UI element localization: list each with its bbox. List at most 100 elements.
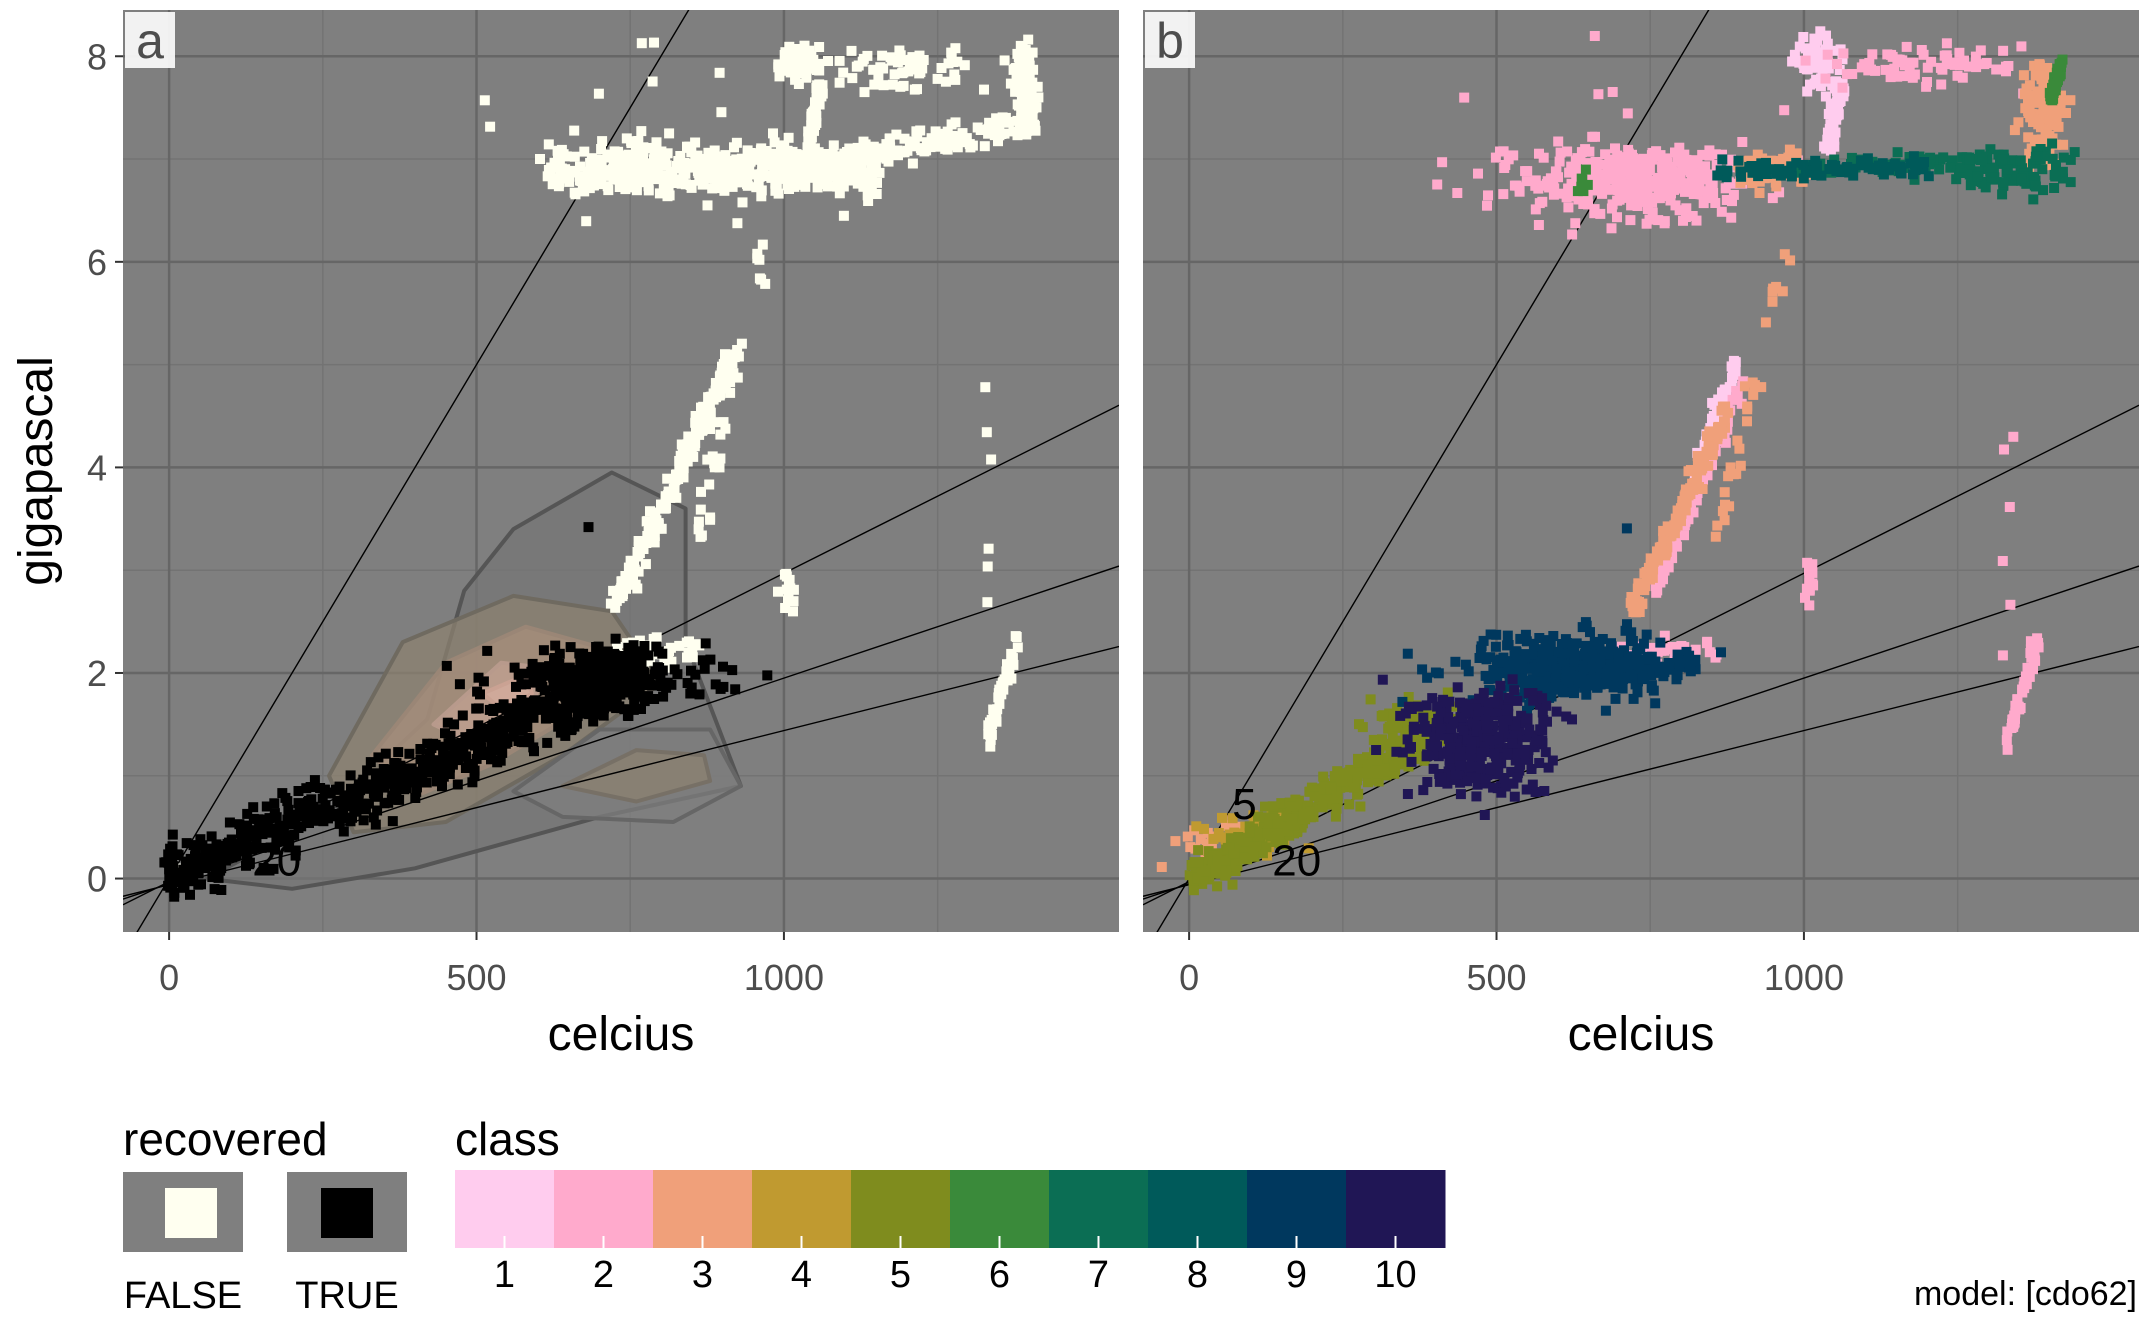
data-point-false xyxy=(909,84,920,95)
data-point-7 xyxy=(1925,152,1936,163)
data-point-3 xyxy=(1678,496,1689,507)
data-point-5 xyxy=(1342,782,1353,793)
data-point-5 xyxy=(1331,803,1342,814)
data-point-false xyxy=(690,417,701,428)
data-point-9 xyxy=(1450,656,1461,667)
data-point-2 xyxy=(1885,72,1896,83)
data-point-false xyxy=(719,185,730,196)
data-point-false xyxy=(696,402,706,413)
data-point-false xyxy=(727,358,738,369)
data-point-3 xyxy=(2039,105,2050,115)
data-point-2 xyxy=(1686,505,1696,516)
data-point-true xyxy=(438,769,448,780)
data-point-2 xyxy=(1576,147,1587,158)
data-point-true xyxy=(196,879,206,890)
data-point-2 xyxy=(1918,49,1929,60)
panel-a-x-axis-label: celcius xyxy=(548,1008,695,1061)
data-point-false xyxy=(814,161,825,172)
data-point-7 xyxy=(2058,152,2069,163)
data-point-true xyxy=(621,681,632,692)
data-point-false xyxy=(602,152,613,163)
data-point-false xyxy=(588,159,599,170)
data-point-9 xyxy=(1492,673,1503,684)
data-point-true xyxy=(215,849,225,860)
data-point-false xyxy=(664,190,675,201)
data-point-9 xyxy=(1619,645,1629,656)
data-point-9 xyxy=(1547,655,1558,666)
data-point-true xyxy=(482,645,493,656)
data-point-2 xyxy=(1822,49,1833,60)
data-point-2 xyxy=(1657,162,1668,172)
data-point-false xyxy=(617,576,628,587)
reference-line-4 xyxy=(123,645,1119,897)
data-point-true xyxy=(485,746,496,757)
data-point-6 xyxy=(1576,182,1587,193)
data-point-2 xyxy=(1514,186,1525,197)
data-point-8 xyxy=(1798,159,1809,170)
data-point-true xyxy=(351,806,362,817)
data-point-2 xyxy=(1804,567,1815,578)
data-point-true xyxy=(278,825,289,836)
data-point-2 xyxy=(1503,154,1514,165)
data-point-5 xyxy=(1385,738,1396,749)
data-point-true xyxy=(460,763,471,773)
data-point-true xyxy=(473,672,484,683)
data-point-false xyxy=(788,606,798,617)
data-point-7 xyxy=(1997,189,2008,200)
data-point-3 xyxy=(1778,153,1789,164)
data-point-7 xyxy=(1976,177,1987,187)
data-point-3 xyxy=(1777,286,1788,297)
data-point-true xyxy=(489,728,500,739)
data-point-true xyxy=(555,680,566,691)
data-point-8 xyxy=(1753,171,1764,182)
data-point-5 xyxy=(1221,868,1232,878)
data-point-2 xyxy=(1675,170,1686,181)
data-point-9 xyxy=(1509,650,1520,661)
data-point-false xyxy=(839,148,850,159)
data-point-false xyxy=(843,169,854,180)
data-point-false xyxy=(754,171,765,182)
data-point-8 xyxy=(1811,160,1822,171)
data-point-false xyxy=(783,132,794,143)
data-point-false xyxy=(862,146,873,157)
data-point-true xyxy=(335,797,346,808)
data-point-5 xyxy=(1220,855,1231,866)
data-point-false xyxy=(812,98,823,109)
data-point-7 xyxy=(2035,144,2046,154)
data-point-true xyxy=(586,680,597,691)
data-point-false xyxy=(1019,73,1030,84)
data-point-false xyxy=(597,136,608,147)
data-point-false xyxy=(859,87,870,98)
data-point-true xyxy=(290,809,301,820)
data-point-2 xyxy=(1720,183,1731,194)
data-point-2 xyxy=(1997,556,2008,566)
data-point-9 xyxy=(1650,698,1661,709)
data-point-5 xyxy=(1412,747,1422,757)
data-point-2 xyxy=(1905,57,1916,68)
data-point-5 xyxy=(1302,800,1313,811)
data-point-2 xyxy=(1627,174,1638,185)
data-point-false xyxy=(687,652,698,663)
data-point-2 xyxy=(1554,156,1565,167)
data-point-true xyxy=(629,698,640,709)
data-point-9 xyxy=(1523,676,1534,686)
data-point-5 xyxy=(1289,828,1299,839)
data-point-3 xyxy=(1703,460,1714,471)
data-point-false xyxy=(1008,659,1019,670)
data-point-2 xyxy=(2033,642,2044,653)
data-point-true xyxy=(521,707,532,718)
data-point-9 xyxy=(1517,660,1528,671)
data-point-false xyxy=(668,178,679,188)
data-point-true xyxy=(443,757,454,768)
data-point-7 xyxy=(2057,166,2068,177)
data-point-3 xyxy=(1752,149,1763,160)
data-point-3 xyxy=(1653,550,1664,561)
data-point-3 xyxy=(2034,60,2045,71)
x-tick-label: 500 xyxy=(446,957,506,998)
data-point-true xyxy=(296,821,307,832)
data-point-9 xyxy=(1536,681,1547,692)
data-point-3 xyxy=(1637,580,1648,591)
data-point-7 xyxy=(2017,163,2028,174)
data-point-5 xyxy=(1272,818,1283,829)
